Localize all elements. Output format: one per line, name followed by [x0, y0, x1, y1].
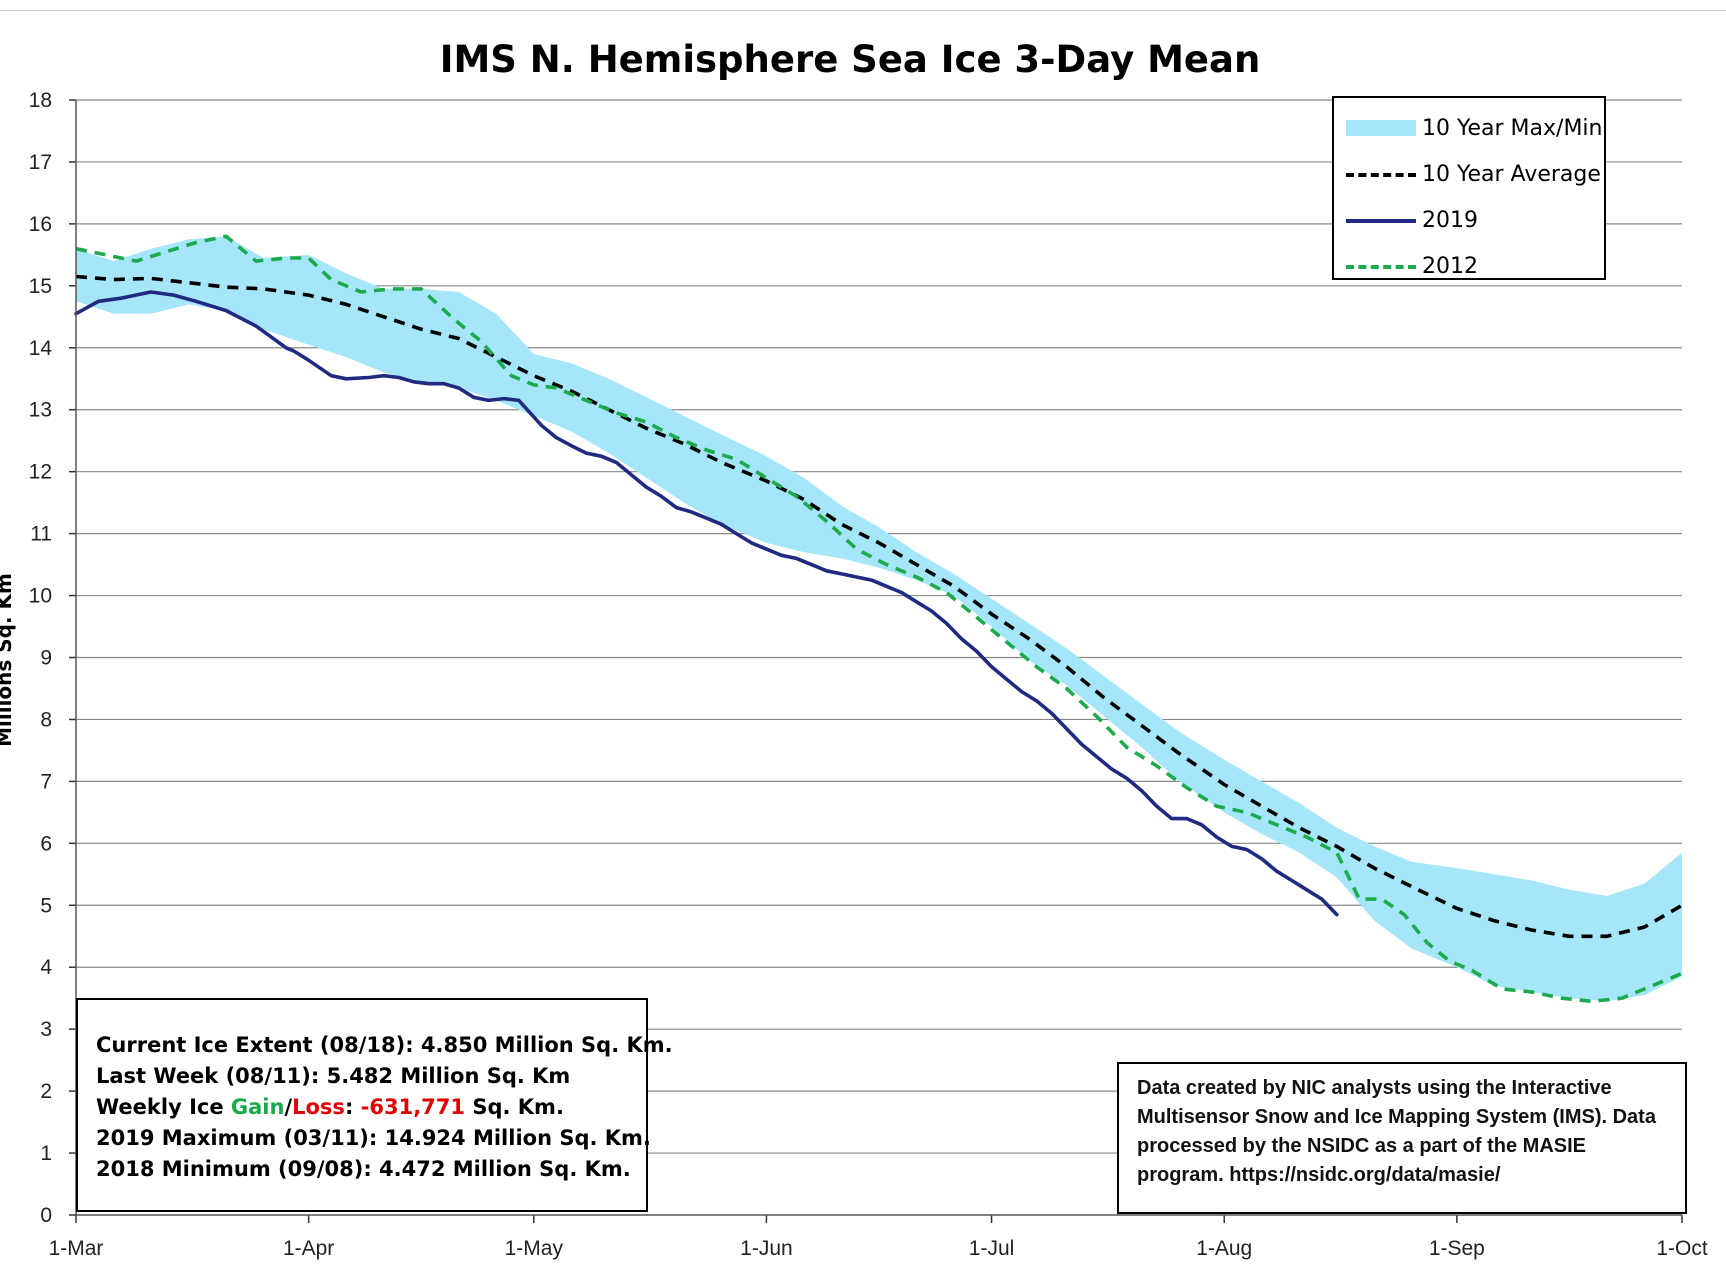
maximum-line: 2019 Maximum (03/11): 14.924 Million Sq.… — [96, 1126, 651, 1150]
y-tick-label: 8 — [40, 708, 52, 731]
weekly-change-line: Weekly Ice Gain/Loss: -631,771 Sq. Km. — [96, 1092, 646, 1123]
y-tick-label: 17 — [29, 151, 52, 174]
weekly-change-value: -631,771 — [360, 1095, 466, 1119]
y-axis-label: Millions Sq. Km — [0, 573, 16, 747]
current-extent-box: Current Ice Extent (08/18): 4.850 Millio… — [76, 998, 673, 1212]
weekly-prefix: Weekly Ice — [96, 1095, 231, 1119]
y-tick-label: 2 — [40, 1080, 52, 1103]
y-tick-label: 0 — [40, 1204, 52, 1227]
y-tick-label: 3 — [40, 1018, 52, 1041]
credit-text: Data created by NIC analysts using the I… — [1137, 1077, 1656, 1186]
y-tick-label: 14 — [29, 337, 53, 360]
top-divider — [0, 10, 1726, 11]
x-tick-label: 1-Oct — [1656, 1237, 1708, 1260]
colon: : — [344, 1095, 361, 1119]
y-tick-label: 4 — [40, 956, 52, 979]
series-layer — [74, 234, 1683, 1004]
legend-swatch-2019 — [1346, 210, 1416, 230]
loss-word: Loss — [292, 1095, 345, 1119]
legend-label-2019: 2019 — [1422, 207, 1478, 233]
last-week-line: Last Week (08/11): 5.482 Million Sq. Km — [96, 1064, 571, 1088]
legend-item-2012: 2012 — [1346, 251, 1478, 281]
legend-item-max-min: 10 Year Max/Min — [1346, 113, 1603, 143]
legend-swatch-band — [1346, 118, 1416, 138]
legend-label-max-min: 10 Year Max/Min — [1422, 115, 1603, 141]
y-tick-label: 13 — [29, 399, 52, 422]
x-tick-label: 1-Aug — [1196, 1237, 1252, 1260]
x-tick-label: 1-Apr — [283, 1237, 334, 1260]
chart-title: IMS N. Hemisphere Sea Ice 3-Day Mean — [440, 38, 1261, 81]
series-line-10-year-average — [75, 274, 1683, 939]
y-tick-label: 16 — [29, 213, 52, 236]
x-tick-label: 1-Mar — [49, 1237, 104, 1260]
x-tick-label: 1-May — [505, 1237, 564, 1260]
y-tick-label: 11 — [30, 523, 52, 546]
weekly-suffix: Sq. Km. — [465, 1095, 564, 1119]
legend: 10 Year Max/Min 10 Year Average 2019 201… — [1332, 96, 1606, 280]
x-tick-label: 1-Jul — [969, 1237, 1015, 1260]
slash: / — [284, 1095, 293, 1119]
series-line-2019 — [74, 290, 1339, 917]
gain-word: Gain — [230, 1095, 285, 1119]
series-line-2012 — [75, 234, 1683, 1004]
current-extent-line: Current Ice Extent (08/18): 4.850 Millio… — [96, 1033, 673, 1057]
x-tick-labels: 1-Mar 1-Apr 1-May 1-Jun 1-Jul 1-Aug 1-Sep 1-Oct — [49, 1237, 1708, 1260]
series-max-min-band — [76, 236, 1682, 1002]
data-credit-box: Data created by NIC analysts using the I… — [1117, 1062, 1687, 1214]
minimum-line: 2018 Minimum (09/08): 4.472 Million Sq. … — [96, 1157, 631, 1181]
y-tick-label: 7 — [40, 770, 52, 793]
legend-swatch-average — [1346, 164, 1416, 184]
legend-swatch-2012 — [1346, 256, 1416, 276]
x-tick-label: 1-Sep — [1429, 1237, 1485, 1260]
y-tick-label: 1 — [40, 1142, 52, 1165]
y-tick-label: 15 — [29, 275, 52, 298]
y-tick-label: 5 — [40, 894, 52, 917]
x-tick-label: 1-Jun — [740, 1237, 793, 1260]
legend-item-2019: 2019 — [1346, 205, 1478, 235]
legend-item-average: 10 Year Average — [1346, 159, 1601, 189]
y-tick-label: 6 — [40, 832, 52, 855]
y-tick-label: 12 — [29, 461, 52, 484]
y-tick-label: 9 — [40, 647, 52, 670]
y-tick-label: 10 — [29, 585, 52, 608]
legend-label-2012: 2012 — [1422, 253, 1478, 279]
legend-label-average: 10 Year Average — [1422, 161, 1601, 187]
y-tick-label: 18 — [29, 89, 52, 112]
